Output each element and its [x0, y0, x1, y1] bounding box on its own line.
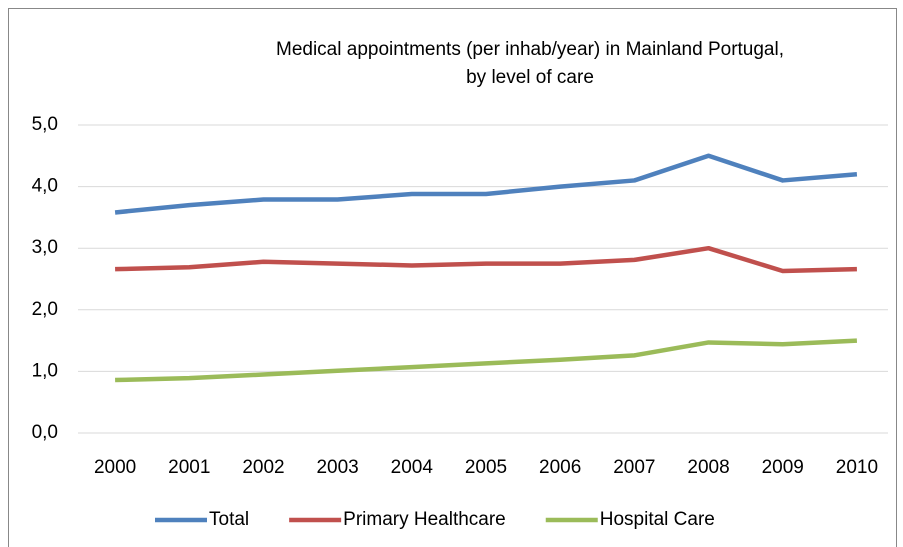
x-tick-label: 2009 [762, 457, 804, 478]
x-tick-label: 2003 [316, 457, 358, 478]
x-tick-label: 2006 [539, 457, 581, 478]
x-tick-label: 2000 [94, 457, 136, 478]
y-tick-label: 0,0 [32, 422, 58, 443]
x-tick-label: 2010 [836, 457, 878, 478]
series-line [115, 245, 857, 274]
legend-label: Primary Healthcare [343, 509, 506, 530]
x-tick-label: 2004 [391, 457, 434, 478]
y-tick-label: 3,0 [32, 237, 58, 258]
chart-title: Medical appointments (per inhab/year) in… [276, 39, 784, 88]
legend-label: Hospital Care [600, 509, 715, 530]
y-tick-label: 1,0 [32, 360, 58, 381]
x-tick-label: 2005 [465, 457, 507, 478]
x-tick-label: 2007 [613, 457, 655, 478]
y-tick-label: 4,0 [32, 176, 58, 197]
series-line [114, 153, 858, 215]
x-tick-label: 2008 [687, 457, 729, 478]
y-tick-label: 2,0 [32, 299, 58, 320]
chart-border [8, 8, 897, 547]
y-tick-label: 5,0 [32, 114, 58, 135]
x-tick-label: 2001 [168, 457, 210, 478]
series-line [115, 338, 858, 383]
x-tick-label: 2002 [242, 457, 284, 478]
legend-label: Total [209, 509, 249, 530]
